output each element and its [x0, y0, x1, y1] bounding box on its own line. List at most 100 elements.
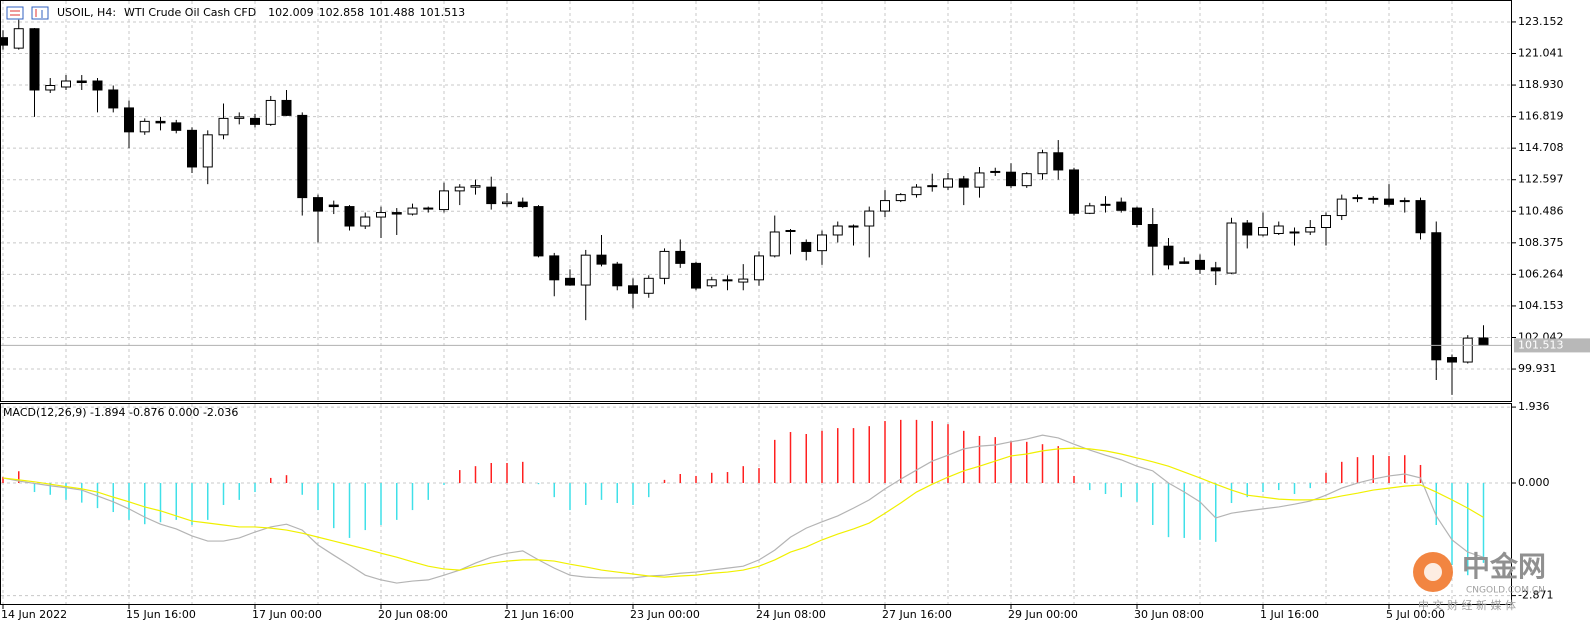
x-tick-label: 15 Jun 16:00: [126, 608, 196, 621]
candle-body: [218, 117, 229, 136]
candle-body: [391, 212, 402, 215]
y-tick-label: 114.708: [1518, 141, 1564, 154]
candle-body: [517, 201, 528, 208]
candle-body: [1195, 259, 1205, 270]
y-tick-label: -2.871: [1518, 589, 1553, 602]
candle-body: [1447, 357, 1457, 363]
candle-body: [61, 80, 71, 88]
candle-body: [1069, 169, 1079, 214]
x-tick-label: 21 Jun 16:00: [504, 608, 574, 621]
candle-body: [1006, 171, 1016, 187]
macd-panel-border: [0, 403, 1512, 605]
candle-body: [1147, 224, 1158, 247]
watermark-site: CNGOLD.COM.CN: [1466, 586, 1545, 596]
candle-body: [990, 170, 1001, 173]
candle-body: [738, 278, 749, 283]
candle-body: [754, 255, 764, 281]
candle-body: [139, 120, 150, 133]
candle-body: [533, 206, 544, 257]
candle-body: [817, 234, 827, 252]
x-tick-label: 17 Jun 00:00: [252, 608, 322, 621]
candle-body: [943, 178, 953, 188]
candle-body: [1384, 198, 1394, 205]
candle-body: [659, 250, 670, 279]
candle-body: [155, 120, 166, 124]
x-tick-label: 20 Jun 08:00: [378, 608, 448, 621]
candle-body: [313, 197, 323, 212]
candle-body: [297, 114, 308, 199]
candle-body: [1352, 197, 1363, 200]
candle-body: [722, 279, 733, 282]
y-tick-label: 123.152: [1518, 15, 1564, 28]
candle-body: [785, 229, 796, 232]
candle-body: [706, 279, 717, 287]
candle-body: [580, 254, 591, 286]
candle-body: [29, 28, 40, 91]
last-low: 101.488: [369, 6, 415, 19]
watermark-name: 中金网: [1462, 550, 1546, 583]
candle-body: [328, 204, 339, 208]
candle-body: [13, 28, 24, 49]
x-tick-label: 5 Jul 00:00: [1386, 608, 1445, 621]
x-tick-label: 14 Jun 2022: [1, 608, 67, 621]
candle-body: [911, 186, 922, 196]
icon-part: [31, 6, 49, 20]
candle-body: [691, 262, 701, 289]
candle-body: [281, 99, 292, 116]
candle-body: [439, 190, 449, 211]
candle-body: [612, 263, 623, 287]
candle-body: [769, 231, 780, 257]
candle-body: [454, 186, 465, 192]
candle-body: [423, 207, 434, 210]
candle-body: [250, 117, 260, 125]
y-tick-label: 110.486: [1518, 204, 1564, 217]
y-tick-label: 121.041: [1518, 46, 1564, 59]
candle-body: [880, 200, 890, 212]
candle-body: [1336, 198, 1347, 217]
candle-body: [895, 194, 906, 202]
candle-body: [1226, 222, 1237, 274]
candle-body: [407, 207, 418, 215]
symbol-icon: [6, 6, 49, 20]
candle-body: [92, 80, 103, 91]
description: WTI Crude Oil Cash CFD: [124, 6, 256, 19]
candle-body: [1273, 225, 1284, 234]
watermark-slogan: 中 文 财 经 新 媒 体: [1418, 598, 1516, 612]
macd-line: [2, 447, 1484, 578]
last-high: 102.858: [319, 6, 365, 19]
candle-body: [1179, 261, 1190, 264]
candle-body: [1210, 267, 1221, 272]
last-open: 102.009: [268, 6, 314, 19]
candle-body: [376, 212, 386, 218]
watermark-logo: [1424, 563, 1442, 581]
candle-body: [628, 285, 638, 294]
candle-body: [124, 107, 134, 133]
symbol: USOIL, H4:: [57, 6, 116, 19]
candle-body: [0, 37, 8, 46]
header: USOIL, H4: WTI Crude Oil Cash CFD 102.009 1…: [57, 6, 465, 19]
candle-body: [1431, 232, 1442, 361]
candle-body: [202, 134, 213, 168]
candle-body: [187, 129, 197, 168]
candle-body: [344, 206, 355, 227]
watermark: 中金网 CNGOLD.COM.CN 中 文 财 经 新 媒 体: [1413, 550, 1546, 612]
y-tick-label: 116.819: [1518, 110, 1564, 123]
candle-body: [1053, 152, 1064, 171]
candle-body: [1132, 207, 1142, 226]
x-tick-label: 29 Jun 00:00: [1008, 608, 1078, 621]
y-tick-label: 118.930: [1518, 78, 1564, 91]
candle-body: [360, 216, 371, 227]
macd-title: MACD(12,26,9) -1.894 -0.876 0.000 -2.036: [3, 406, 238, 419]
candle-body: [1258, 227, 1268, 236]
candle-body: [927, 185, 938, 188]
y-tick-label: 99.931: [1518, 362, 1557, 375]
x-tick-label: 1 Jul 16:00: [1260, 608, 1319, 621]
candle-body: [265, 99, 276, 125]
candle-body: [1399, 200, 1410, 203]
candle-body: [974, 172, 985, 188]
main-panel-border: [0, 0, 1512, 402]
candle-body: [502, 201, 512, 205]
y-tick-label: 108.375: [1518, 236, 1564, 249]
